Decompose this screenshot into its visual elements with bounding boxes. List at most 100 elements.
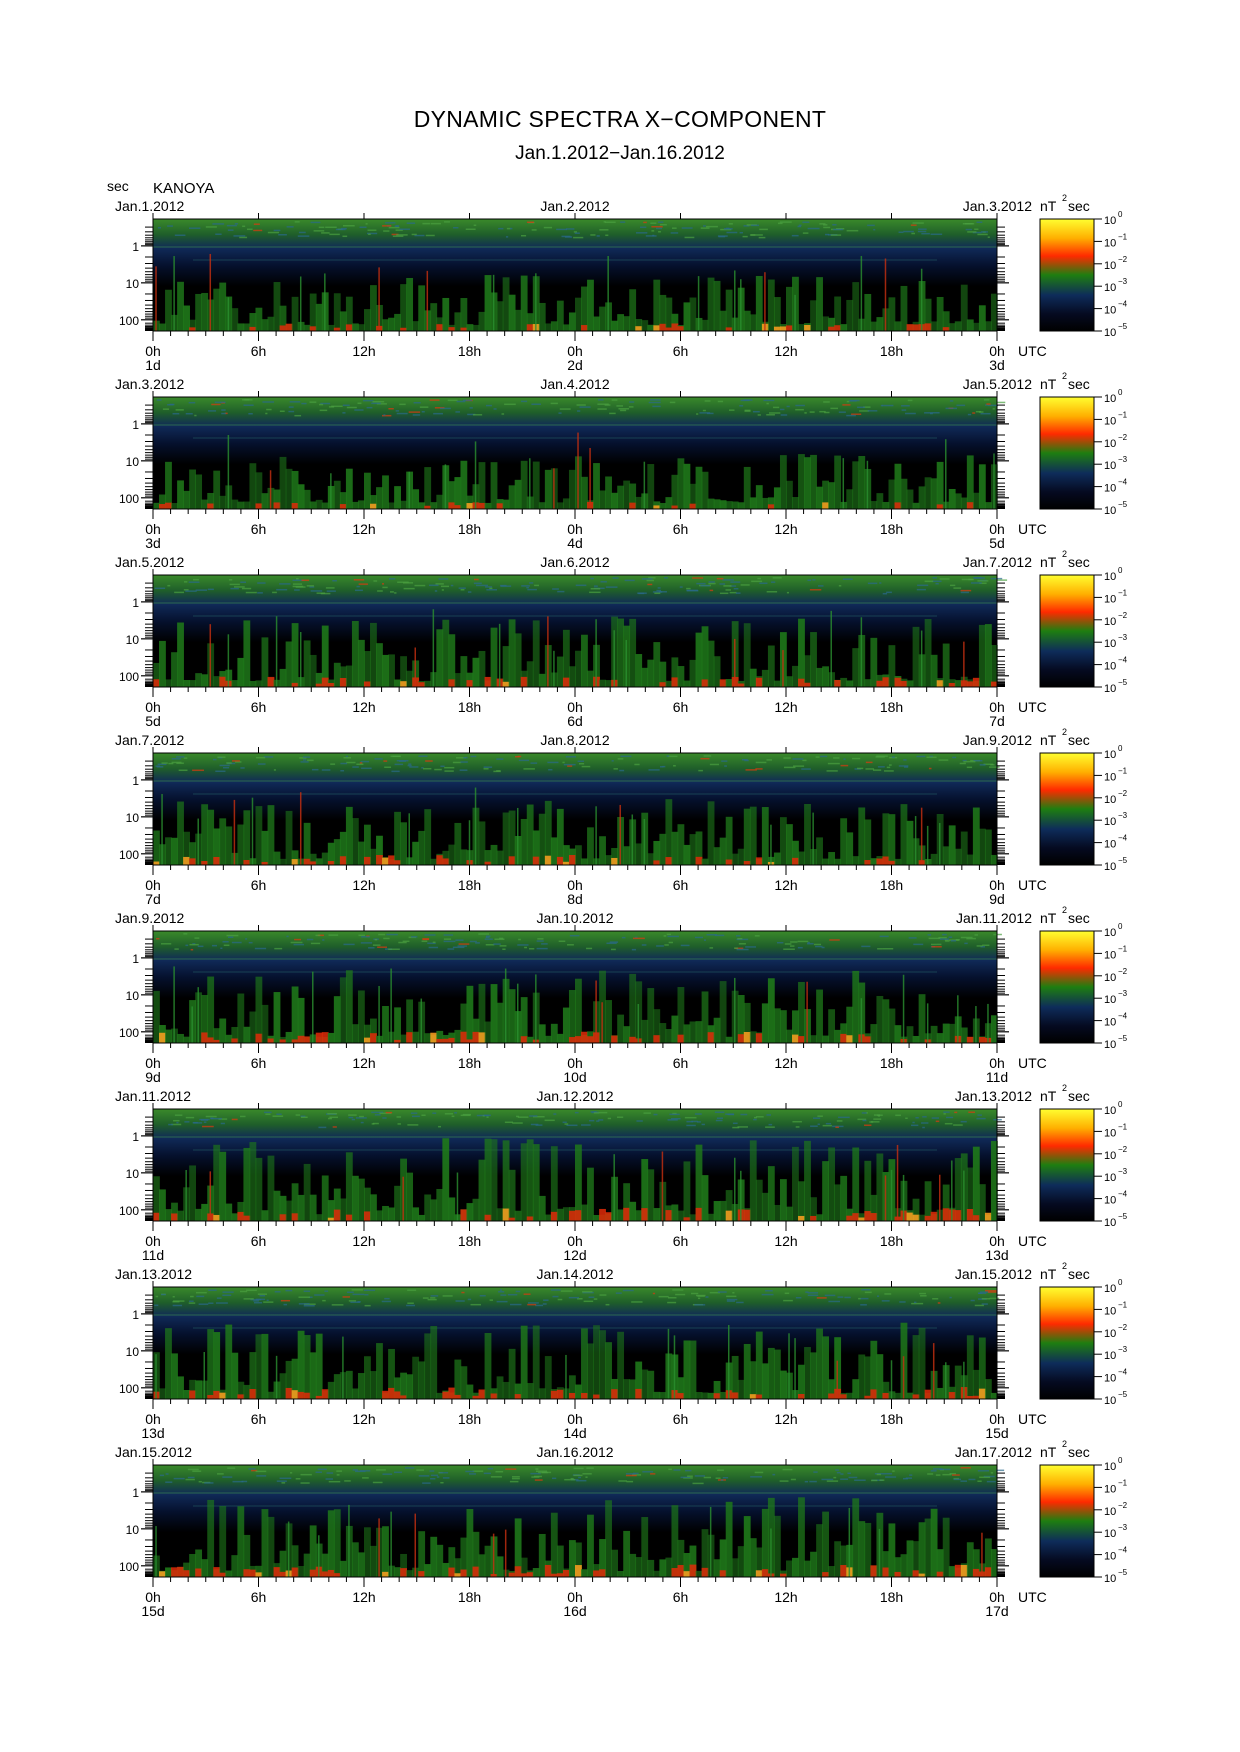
- activity-column: [623, 1530, 631, 1577]
- activity-column: [508, 1169, 516, 1221]
- noise-streak: [332, 1126, 337, 1128]
- noise-streak: [168, 1123, 174, 1126]
- activity-column: [894, 1025, 902, 1043]
- activity-column: [719, 1539, 727, 1577]
- noise-streak: [496, 758, 504, 760]
- noise-streak: [974, 1304, 984, 1307]
- noise-streak: [248, 1468, 256, 1470]
- activity-column: [436, 1030, 444, 1043]
- noise-streak: [917, 230, 927, 233]
- noise-streak: [619, 769, 625, 772]
- noise-streak: [443, 940, 456, 943]
- noise-streak: [734, 947, 739, 949]
- activity-peak: [575, 1036, 582, 1043]
- noise-streak: [807, 1292, 819, 1294]
- x-tick-label: 0h: [567, 1055, 583, 1071]
- noise-streak: [231, 1118, 238, 1121]
- y-tick-label: 100: [119, 1560, 139, 1574]
- activity-peak: [526, 1572, 534, 1577]
- noise-streak: [814, 943, 822, 946]
- activity-spike: [607, 256, 609, 331]
- activity-column: [454, 312, 462, 331]
- activity-column: [357, 639, 365, 687]
- day-label: 11d: [142, 1247, 164, 1263]
- activity-peak: [460, 1569, 468, 1577]
- activity-column: [183, 679, 190, 687]
- noise-streak: [802, 759, 807, 762]
- activity-spike: [957, 995, 959, 1043]
- noise-streak: [797, 940, 809, 943]
- noise-streak: [372, 944, 381, 946]
- activity-peak: [792, 857, 799, 865]
- noise-streak: [786, 405, 790, 408]
- colorbar-tick-exponent: 0: [1118, 1278, 1123, 1287]
- activity-column: [213, 828, 221, 865]
- activity-peak: [448, 1387, 456, 1399]
- activity-column: [460, 1537, 468, 1577]
- activity-column: [568, 469, 576, 509]
- noise-streak: [568, 1296, 580, 1299]
- activity-column: [382, 1006, 389, 1043]
- noise-streak: [439, 1471, 449, 1474]
- noise-streak: [402, 582, 414, 584]
- activity-peak: [364, 856, 371, 865]
- activity-spike: [945, 1362, 947, 1399]
- activity-column: [159, 640, 166, 687]
- noise-streak: [846, 400, 850, 403]
- noise-streak: [183, 757, 188, 759]
- activity-spike: [661, 1151, 664, 1221]
- noise-streak: [766, 591, 778, 593]
- noise-streak: [881, 1300, 890, 1302]
- noise-streak: [167, 225, 173, 227]
- noise-streak: [617, 758, 624, 760]
- noise-streak: [577, 760, 585, 763]
- activity-spike: [806, 981, 808, 1043]
- noise-streak: [226, 934, 239, 937]
- noise-streak: [327, 1112, 338, 1115]
- noise-streak: [917, 584, 929, 587]
- noise-streak: [253, 223, 260, 225]
- activity-peak: [743, 1209, 751, 1221]
- activity-column: [966, 854, 974, 865]
- activity-peak: [858, 1217, 866, 1221]
- activity-column: [617, 1570, 625, 1577]
- activity-column: [345, 468, 353, 509]
- noise-streak: [599, 1294, 607, 1296]
- activity-peak: [237, 1211, 245, 1221]
- activity-peak: [219, 1572, 227, 1577]
- noise-streak: [292, 583, 303, 585]
- activity-peak: [207, 1394, 215, 1399]
- activity-column: [273, 1190, 281, 1221]
- noise-streak: [685, 1469, 692, 1472]
- noise-streak: [388, 407, 394, 410]
- noise-streak: [681, 227, 693, 229]
- activity-peak: [249, 1389, 257, 1399]
- activity-spike: [227, 634, 230, 687]
- noise-streak: [367, 229, 377, 231]
- activity-column: [623, 316, 631, 331]
- activity-column: [677, 458, 685, 509]
- activity-column: [339, 311, 347, 331]
- activity-column: [255, 806, 263, 865]
- noise-streak: [976, 945, 983, 947]
- noise-streak: [779, 221, 792, 223]
- noise-streak: [404, 1467, 415, 1469]
- activity-peak: [243, 859, 251, 865]
- activity-column: [237, 1201, 245, 1221]
- activity-spike: [516, 807, 519, 865]
- y-tick-label: 1: [132, 240, 139, 254]
- activity-column: [291, 296, 299, 331]
- activity-peak: [798, 1393, 805, 1399]
- activity-column: [406, 1570, 414, 1577]
- activity-column: [840, 1545, 848, 1577]
- activity-spike: [378, 1518, 380, 1577]
- noise-streak: [967, 231, 977, 233]
- noise-streak: [423, 767, 432, 770]
- activity-column: [798, 981, 805, 1043]
- noise-streak: [185, 1478, 195, 1481]
- date-label-middle: Jan.2.2012: [540, 198, 609, 214]
- noise-streak: [210, 1117, 223, 1120]
- noise-streak: [977, 1114, 982, 1116]
- activity-column: [339, 1560, 347, 1577]
- noise-streak: [946, 1116, 954, 1119]
